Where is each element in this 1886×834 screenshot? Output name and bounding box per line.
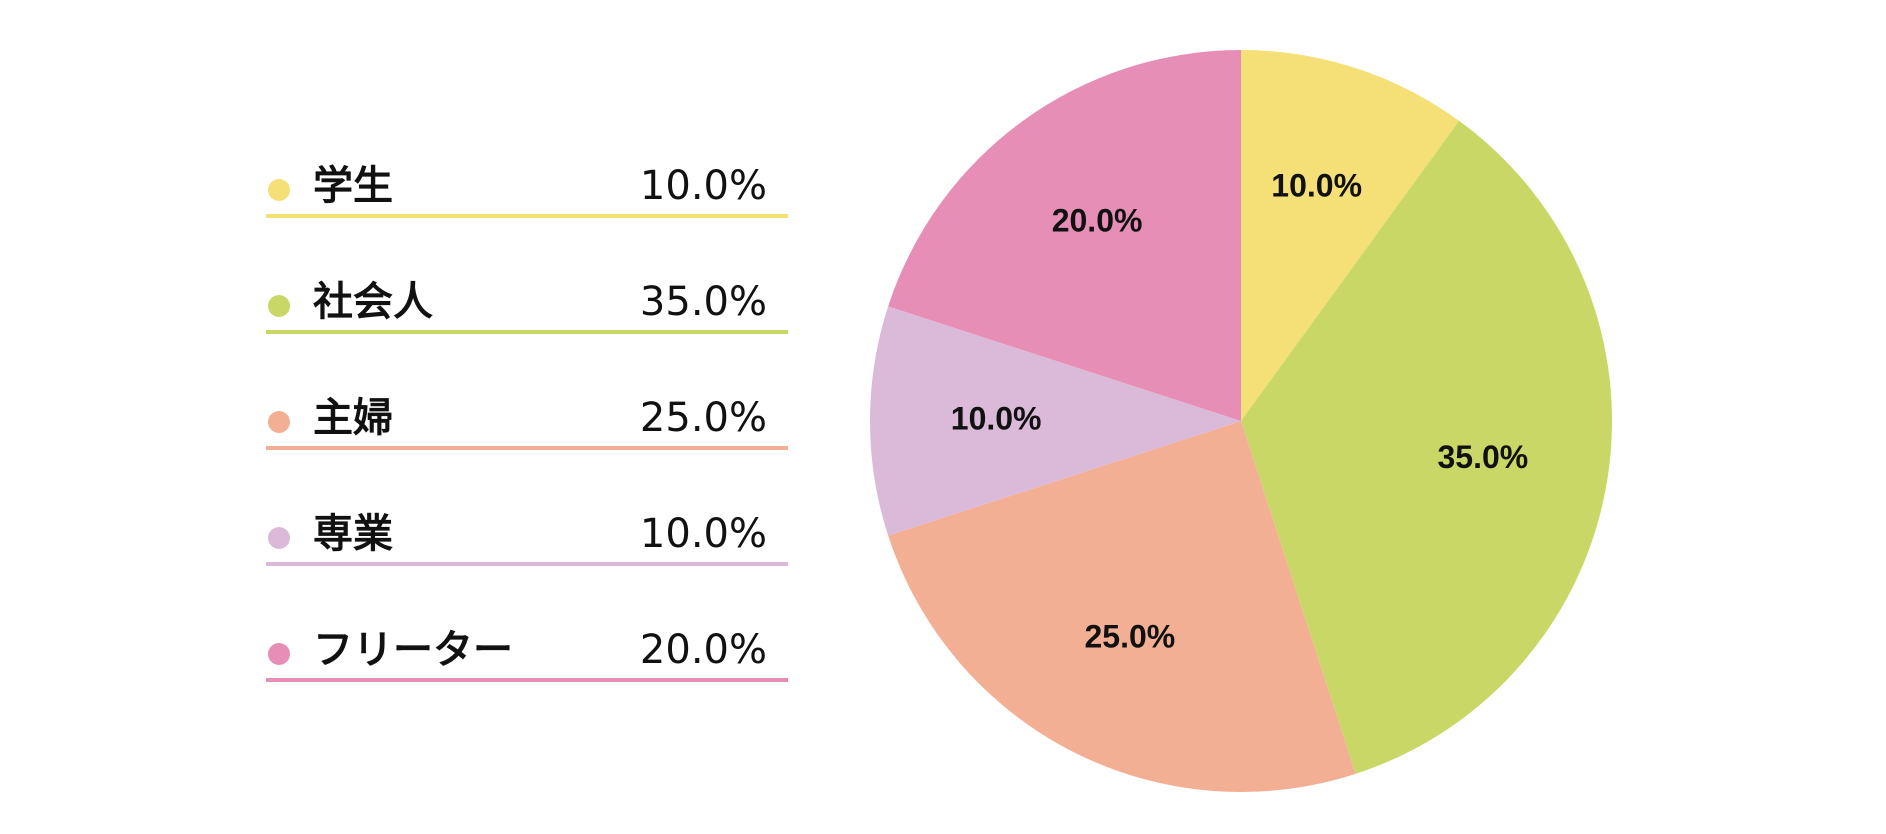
legend-value: 25.0% [640, 395, 767, 441]
legend-value: 35.0% [640, 279, 767, 325]
legend-value: 20.0% [640, 627, 767, 673]
slice-label: 35.0% [1437, 439, 1528, 475]
pie-slice [1241, 120, 1612, 774]
pie-slice [888, 50, 1241, 421]
slice-label: 10.0% [951, 400, 1042, 436]
legend-value: 10.0% [640, 511, 767, 557]
legend-label: 学生 [313, 163, 393, 209]
pie-slice [1241, 50, 1460, 421]
legend-label: フリーター [313, 627, 513, 673]
slice-label: 25.0% [1084, 619, 1175, 655]
pie-slice [869, 306, 1241, 536]
legend-dot [268, 411, 290, 433]
legend-label: 専業 [313, 511, 393, 557]
legend-dot [268, 179, 290, 201]
pie-slice [888, 421, 1356, 792]
legend-dot [268, 527, 290, 549]
legend-value: 10.0% [640, 163, 767, 209]
legend-label: 社会人 [313, 279, 433, 325]
legend-dot [268, 643, 290, 665]
slice-label: 20.0% [1052, 202, 1143, 238]
slice-label: 10.0% [1271, 168, 1362, 204]
legend-label: 主婦 [313, 395, 393, 441]
legend-dot [268, 295, 290, 317]
